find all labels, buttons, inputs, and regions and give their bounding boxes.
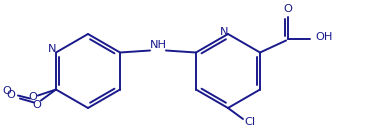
Text: O: O [284, 5, 292, 15]
Text: Cl: Cl [244, 117, 255, 127]
Text: NH: NH [149, 39, 167, 49]
Text: O: O [33, 99, 41, 109]
Text: O: O [29, 92, 37, 102]
Text: O: O [3, 86, 11, 96]
Text: O: O [7, 91, 15, 101]
Text: N: N [220, 27, 228, 37]
Text: OH: OH [315, 32, 333, 42]
Text: N: N [48, 45, 56, 55]
